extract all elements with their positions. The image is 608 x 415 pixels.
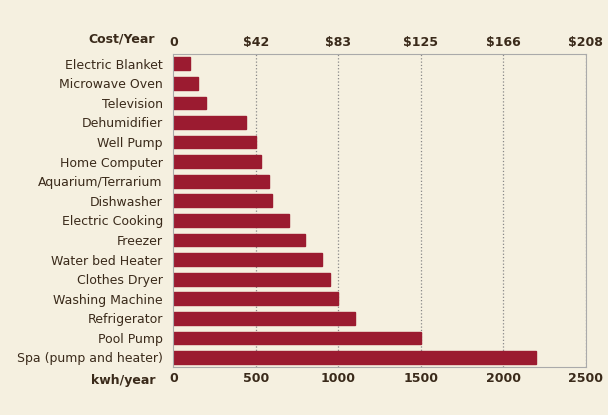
Bar xyxy=(173,293,338,305)
Bar xyxy=(173,97,206,109)
Bar xyxy=(173,332,421,344)
Bar xyxy=(173,155,261,168)
Bar xyxy=(173,195,272,207)
Bar xyxy=(173,351,536,364)
Text: Cost/Year: Cost/Year xyxy=(89,33,155,46)
Bar xyxy=(173,77,198,90)
Bar xyxy=(173,136,256,149)
Bar xyxy=(173,312,354,325)
Bar xyxy=(173,273,330,286)
Bar xyxy=(173,253,322,266)
Bar xyxy=(173,57,190,70)
Bar xyxy=(173,234,305,247)
Bar xyxy=(173,116,246,129)
Bar xyxy=(173,214,289,227)
Bar xyxy=(173,175,269,188)
Text: kwh/year: kwh/year xyxy=(91,374,155,387)
